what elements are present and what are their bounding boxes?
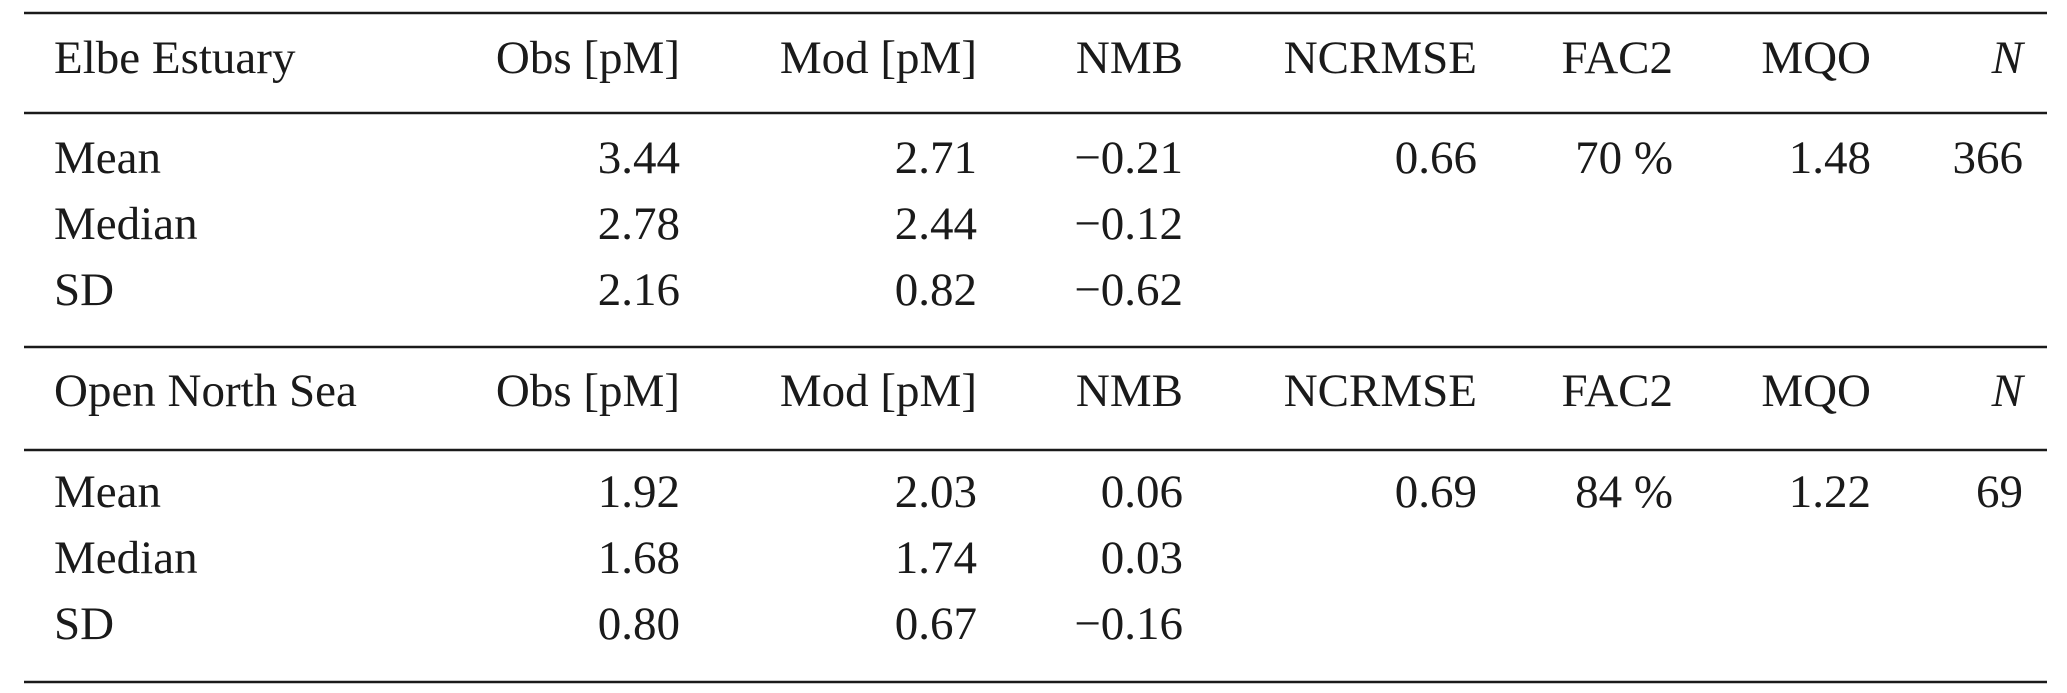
cell: 0.06 — [1101, 466, 1183, 518]
row-label: SD — [54, 598, 114, 650]
row-label: Mean — [54, 132, 161, 184]
cell: −0.16 — [1074, 598, 1183, 650]
cell: −0.62 — [1074, 264, 1183, 316]
header-cell: FAC2 — [1562, 365, 1673, 417]
cell: 2.03 — [895, 466, 977, 518]
cell: 3.44 — [598, 132, 680, 184]
cell: 1.48 — [1789, 132, 1871, 184]
cell: −0.12 — [1074, 198, 1183, 250]
header-cell: NCRMSE — [1284, 32, 1477, 84]
cell: 1.68 — [598, 532, 680, 584]
header-cell: Mod [pM] — [780, 365, 977, 417]
header-cell: NCRMSE — [1284, 365, 1477, 417]
cell: 1.22 — [1789, 466, 1871, 518]
cell: 2.16 — [598, 264, 680, 316]
header-cell: Open North Sea — [54, 365, 357, 417]
row-label: SD — [54, 264, 114, 316]
cell: 366 — [1953, 132, 2024, 184]
row-label: Mean — [54, 466, 161, 518]
header-cell: Elbe Estuary — [54, 32, 296, 84]
header-cell: NMB — [1076, 32, 1183, 84]
cell: 0.03 — [1101, 532, 1183, 584]
cell: 0.80 — [598, 598, 680, 650]
row-label: Median — [54, 198, 198, 250]
header-cell: Obs [pM] — [496, 32, 680, 84]
cell: 2.44 — [895, 198, 977, 250]
header-cell: NMB — [1076, 365, 1183, 417]
cell: 70 % — [1575, 132, 1673, 184]
header-cell: MQO — [1761, 32, 1871, 84]
cell: 2.71 — [895, 132, 977, 184]
cell: 0.66 — [1395, 132, 1477, 184]
row-label: Median — [54, 532, 198, 584]
cell: 69 — [1976, 466, 2023, 518]
cell: 2.78 — [598, 198, 680, 250]
header-cell: Obs [pM] — [496, 365, 680, 417]
header-cell: N — [1991, 32, 2026, 84]
cell: 0.82 — [895, 264, 977, 316]
cell: 1.74 — [895, 532, 977, 584]
cell: 1.92 — [598, 466, 680, 518]
header-cell: Mod [pM] — [780, 32, 977, 84]
cell: 0.67 — [895, 598, 977, 650]
header-cell: FAC2 — [1562, 32, 1673, 84]
header-cell: N — [1991, 365, 2026, 417]
cell: −0.21 — [1074, 132, 1183, 184]
cell: 0.69 — [1395, 466, 1477, 518]
cell: 84 % — [1575, 466, 1673, 518]
header-cell: MQO — [1761, 365, 1871, 417]
